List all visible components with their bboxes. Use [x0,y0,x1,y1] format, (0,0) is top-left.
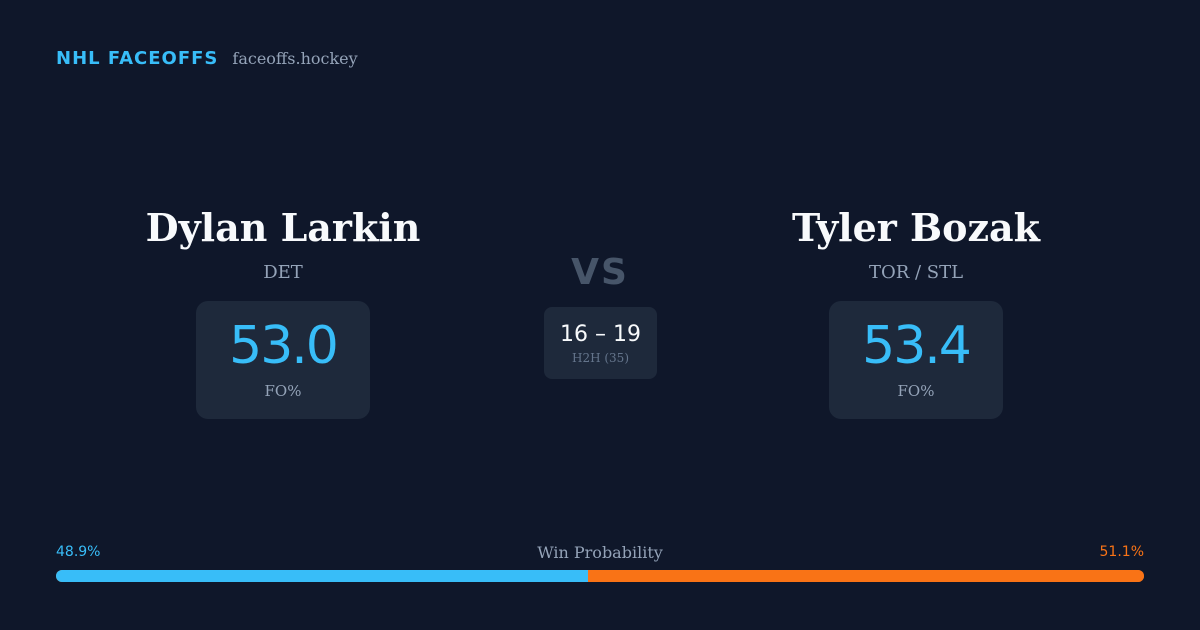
player-left-team: DET [263,262,303,283]
player-left: Dylan Larkin DET 53.0 FO% [103,205,463,419]
win-prob-left-label: 48.9% [56,544,101,560]
brand-header: NHL FACEOFFS faceoffs.hockey [56,48,358,69]
player-right: Tyler Bozak TOR / STL 53.4 FO% [736,205,1096,419]
h2h-label: H2H (35) [571,350,629,365]
player-right-stat-card: 53.4 FO% [829,301,1003,419]
player-left-stat-card: 53.0 FO% [196,301,370,419]
player-left-fo-label: FO% [264,382,302,400]
brand-title[interactable]: NHL FACEOFFS [56,48,219,69]
player-left-name: Dylan Larkin [145,205,421,250]
win-prob-bar-left [56,570,589,582]
vs-label: VS [571,252,629,293]
win-prob-right-label: 51.1% [1099,544,1144,560]
win-prob-bar-right [588,570,1144,582]
h2h-score: 16 – 19 [560,321,641,347]
brand-url[interactable]: faceoffs.hockey [232,49,358,68]
player-right-fo-label: FO% [897,382,935,400]
player-left-fo-value: 53.0 [229,316,339,376]
player-right-name: Tyler Bozak [791,205,1041,250]
player-right-team: TOR / STL [868,262,964,283]
win-prob-bar [56,570,1144,582]
h2h-card: 16 – 19 H2H (35) [544,307,657,379]
player-right-fo-value: 53.4 [862,316,972,376]
win-prob-title: Win Probability [537,543,663,562]
